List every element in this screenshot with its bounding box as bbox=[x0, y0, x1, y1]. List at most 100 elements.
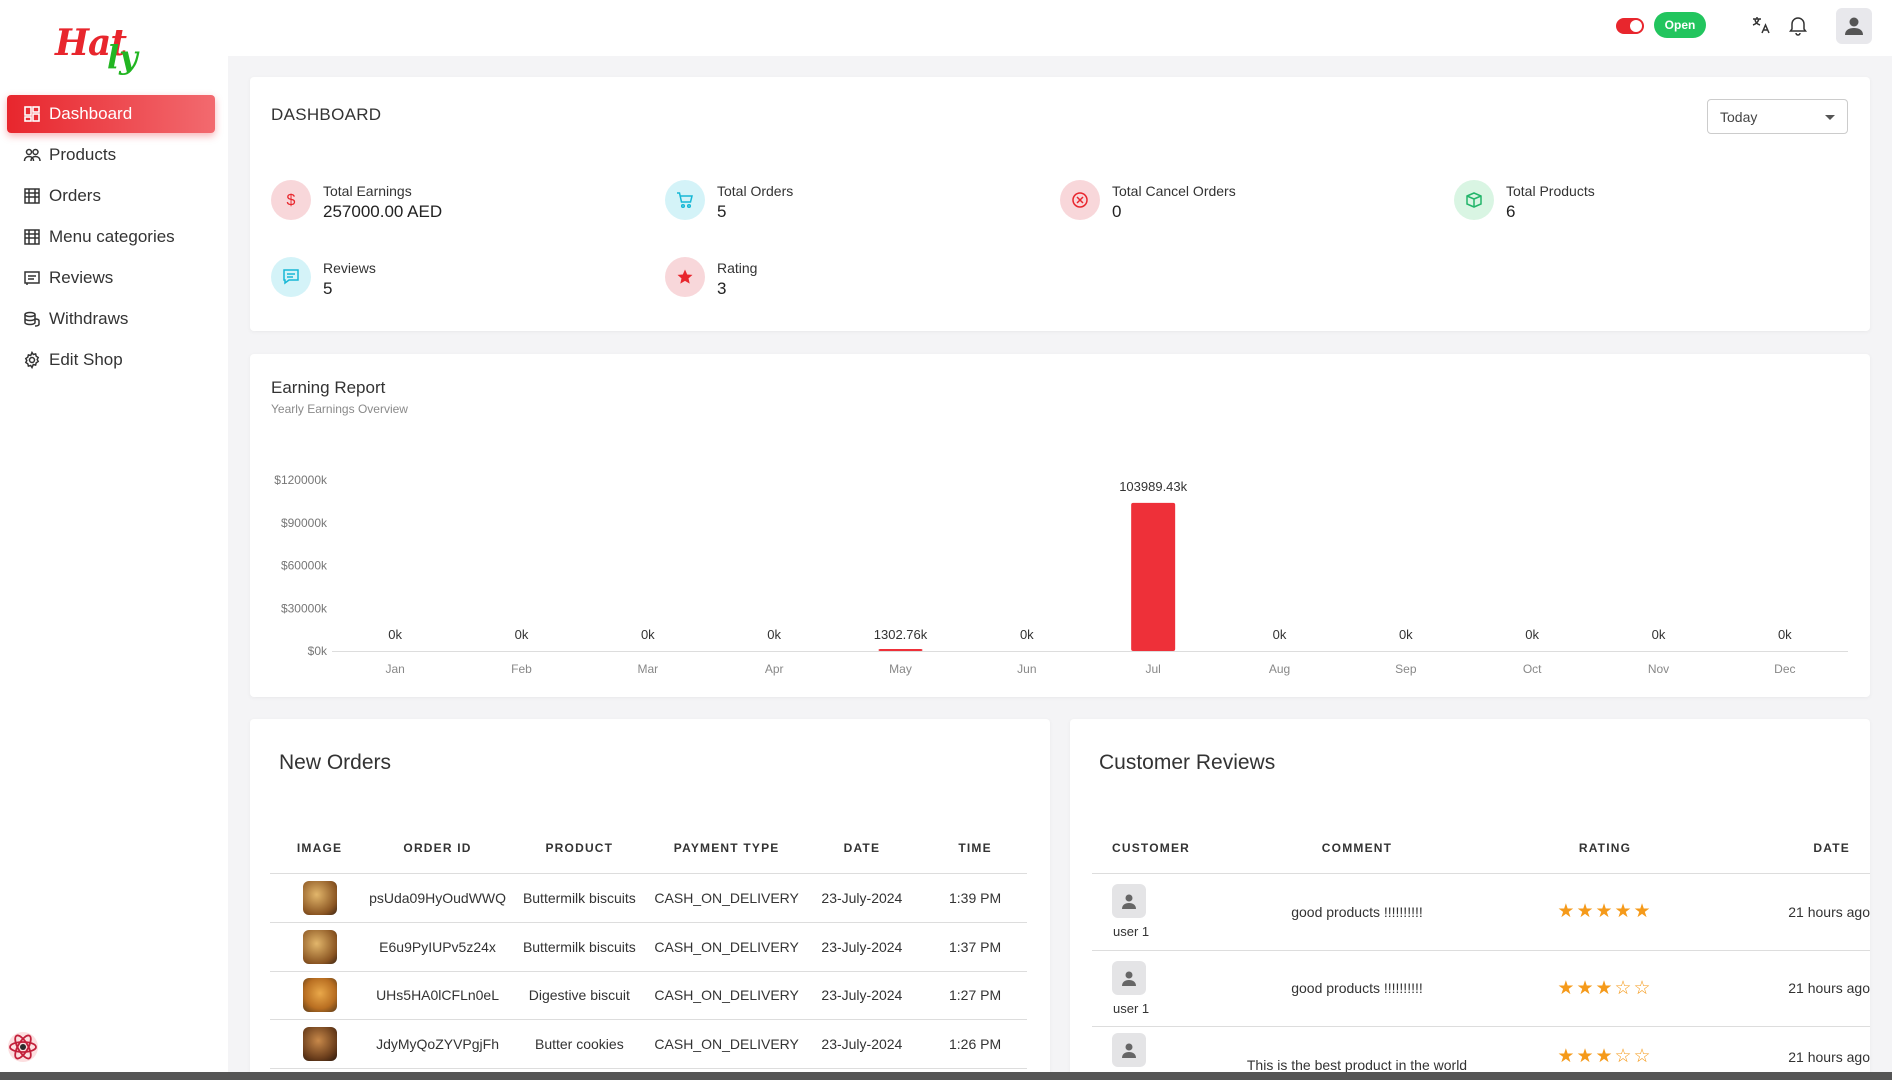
data-label-aug: 0k bbox=[1273, 627, 1287, 642]
sidebar-item-menu-categories[interactable]: Menu categories bbox=[7, 218, 215, 256]
table-row[interactable]: UHs5HA0lCFLn0eL Digestive biscuit CASH_O… bbox=[270, 971, 1027, 1020]
order-time: 1:26 PM bbox=[923, 1019, 1027, 1069]
react-devtools-icon[interactable] bbox=[6, 1030, 40, 1064]
star-rating: ★★★★★ bbox=[1557, 901, 1653, 922]
order-date: 23-July-2024 bbox=[800, 873, 924, 923]
order-date: 23-July-2024 bbox=[800, 922, 924, 972]
x-tick-label: Dec bbox=[1774, 662, 1795, 676]
data-label-nov: 0k bbox=[1652, 627, 1666, 642]
users-icon bbox=[23, 146, 41, 164]
earnings-bar-chart: $0k $30000k $60000k $90000k $120000k 0k Jan 0k F… bbox=[274, 473, 1848, 676]
col-date: DATE bbox=[800, 823, 924, 874]
earning-report-card: Earning Report Yearly Earnings Overview … bbox=[250, 354, 1870, 697]
sidebar-item-withdraws[interactable]: Withdraws bbox=[7, 300, 215, 338]
top-bar: Open bbox=[228, 0, 1892, 56]
review-date: 21 hours ago bbox=[1703, 873, 1870, 951]
sidebar-item-label: Menu categories bbox=[49, 227, 175, 246]
product-thumbnail bbox=[302, 880, 337, 915]
data-label-mar: 0k bbox=[641, 627, 655, 642]
sidebar-item-reviews[interactable]: Reviews bbox=[7, 259, 215, 297]
coins-icon bbox=[23, 310, 41, 328]
col-image: IMAGE bbox=[270, 823, 370, 874]
col-order-id: ORDER ID bbox=[369, 823, 507, 874]
stat-total-orders: Total Orders 5 bbox=[665, 180, 793, 222]
table-row[interactable]: E6u9PyIUPv5z24x Buttermilk biscuits CASH… bbox=[270, 922, 1027, 972]
user-icon bbox=[1112, 1032, 1146, 1067]
table-row[interactable]: JdyMyQoZYVPgjFh Butter cookies CASH_ON_D… bbox=[270, 1019, 1027, 1069]
x-tick-label: May bbox=[889, 662, 912, 676]
data-label-sep: 0k bbox=[1399, 627, 1413, 642]
dollar-icon: $ bbox=[271, 180, 311, 220]
col-product: PRODUCT bbox=[506, 823, 653, 874]
period-select-value: Today bbox=[1720, 109, 1758, 125]
table-row[interactable]: user 1 good products !!!!!!!!!! ★★★★★ 21… bbox=[1092, 873, 1870, 951]
svg-text:$: $ bbox=[287, 192, 296, 209]
earning-report-subtitle: Yearly Earnings Overview bbox=[271, 402, 408, 416]
reviews-table: CUSTOMER COMMENT RATING DATE user 1 good… bbox=[1092, 823, 1870, 1080]
table-row[interactable]: This is the best product in the world ★★… bbox=[1092, 1026, 1870, 1080]
period-select[interactable]: Today bbox=[1707, 99, 1848, 134]
y-tick-label: $90000k bbox=[281, 516, 328, 530]
stat-total-earnings: $ Total Earnings 257000.00 AED bbox=[271, 180, 442, 222]
customer-reviews-title: Customer Reviews bbox=[1099, 751, 1276, 774]
order-date: 23-July-2024 bbox=[800, 971, 924, 1020]
stat-value: 6 bbox=[1506, 202, 1516, 221]
review-comment: good products !!!!!!!!!! bbox=[1207, 873, 1507, 951]
bar-jul bbox=[1131, 502, 1176, 651]
cancel-icon bbox=[1060, 180, 1100, 220]
sidebar: Hat ly Dashboard Products Orders Menu c bbox=[0, 0, 228, 1080]
sidebar-item-label: Withdraws bbox=[49, 309, 129, 328]
order-product: Butter cookies bbox=[506, 1019, 653, 1069]
order-id: psUda09HyOudWWQ bbox=[369, 873, 507, 923]
order-payment: CASH_ON_DELIVERY bbox=[652, 922, 801, 972]
sidebar-item-products[interactable]: Products bbox=[7, 136, 215, 174]
stat-label: Reviews bbox=[323, 260, 376, 276]
user-icon bbox=[1112, 960, 1146, 995]
star-icon bbox=[665, 257, 705, 297]
order-date: 23-July-2024 bbox=[800, 1019, 924, 1069]
product-thumbnail bbox=[302, 978, 337, 1012]
data-label-jul: 103989.43k bbox=[1119, 479, 1187, 494]
stat-label: Rating bbox=[717, 260, 758, 276]
bell-icon[interactable] bbox=[1787, 14, 1809, 36]
stat-reviews: Reviews 5 bbox=[271, 257, 376, 299]
sidebar-item-label: Products bbox=[49, 145, 117, 164]
chat-icon bbox=[271, 257, 311, 297]
stat-label: Total Cancel Orders bbox=[1112, 183, 1236, 199]
sidebar-item-dashboard[interactable]: Dashboard bbox=[7, 95, 215, 133]
x-tick-label: Apr bbox=[765, 662, 784, 676]
x-tick-label: Mar bbox=[637, 662, 658, 676]
table-row[interactable]: user 1 good products !!!!!!!!!! ★★★☆☆ 21… bbox=[1092, 950, 1870, 1027]
stat-total-cancel-orders: Total Cancel Orders 0 bbox=[1060, 180, 1236, 222]
product-thumbnail bbox=[302, 929, 337, 964]
translate-icon[interactable] bbox=[1750, 14, 1772, 36]
logo-text-1: Hat bbox=[55, 22, 127, 64]
store-icon bbox=[23, 187, 41, 205]
gear-icon bbox=[23, 351, 41, 369]
user-icon bbox=[1112, 884, 1146, 918]
brand-logo[interactable]: Hat ly bbox=[55, 18, 155, 76]
new-orders-card: New Orders IMAGE ORDER ID PRODUCT PAYMEN… bbox=[250, 719, 1050, 1080]
stat-total-products: Total Products 6 bbox=[1454, 180, 1595, 222]
user-icon bbox=[1845, 17, 1863, 35]
user-avatar[interactable] bbox=[1836, 8, 1872, 44]
bar-may bbox=[878, 649, 923, 651]
customer-name: user 1 bbox=[1113, 1000, 1150, 1016]
table-row[interactable]: psUda09HyOudWWQ Buttermilk biscuits CASH… bbox=[270, 873, 1027, 923]
sidebar-item-orders[interactable]: Orders bbox=[7, 177, 215, 215]
sidebar-item-edit-shop[interactable]: Edit Shop bbox=[7, 341, 215, 379]
new-orders-title: New Orders bbox=[279, 751, 392, 774]
data-label-jun: 0k bbox=[1020, 627, 1034, 642]
earning-report-title: Earning Report bbox=[271, 378, 386, 397]
review-date: 21 hours ago bbox=[1703, 950, 1870, 1027]
sidebar-item-label: Orders bbox=[49, 186, 101, 205]
order-payment: CASH_ON_DELIVERY bbox=[652, 1019, 801, 1069]
x-tick-label: Jan bbox=[385, 662, 404, 676]
shop-status-badge[interactable]: Open bbox=[1654, 12, 1706, 38]
x-tick-label: Aug bbox=[1269, 662, 1290, 676]
order-product: Digestive biscuit bbox=[506, 971, 653, 1020]
stat-rating: Rating 3 bbox=[665, 257, 757, 299]
col-time: TIME bbox=[923, 823, 1027, 874]
customer-name: user 1 bbox=[1113, 924, 1150, 939]
shop-open-toggle[interactable] bbox=[1616, 18, 1644, 34]
